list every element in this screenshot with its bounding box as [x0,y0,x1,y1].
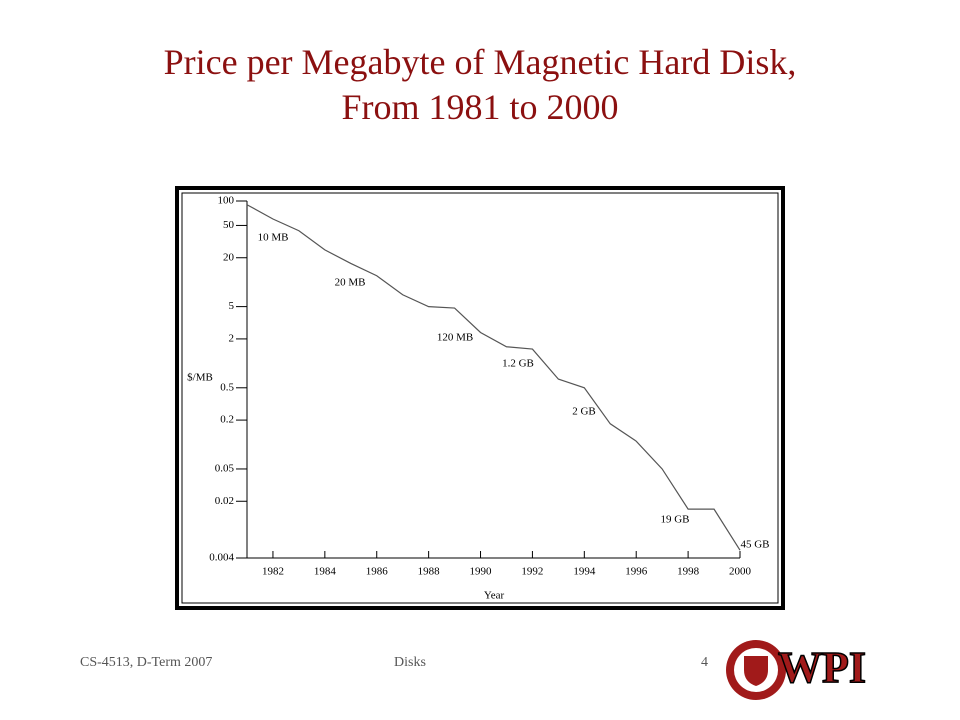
y-tick-label: 0.02 [215,495,234,507]
slide-title: Price per Megabyte of Magnetic Hard Disk… [163,42,797,127]
x-tick-label: 1986 [366,566,389,578]
y-tick-label: 0.2 [220,414,234,426]
y-tick-label: 2 [229,332,235,344]
footer-topic: Disks [394,655,426,670]
annotation: 45 GB [740,539,769,551]
x-tick-label: 1990 [470,566,493,578]
annotation: 2 GB [572,406,596,418]
y-tick-label: 0.5 [220,381,234,393]
annotation: 10 MB [258,232,289,244]
y-tick-label: 100 [218,195,235,207]
footer-course: CS-4513, D-Term 2007 [80,655,212,670]
y-tick-label: 50 [223,219,235,231]
logo-text: WPI [778,643,866,692]
y-tick-label: 20 [223,251,235,263]
y-tick-label: 0.004 [209,552,234,564]
x-tick-label: 1988 [418,566,441,578]
price-line [246,204,741,551]
x-tick-label: 1996 [625,566,648,578]
x-tick-label: 1992 [521,566,543,578]
logo: WPI [726,640,867,700]
x-axis-label: Year [484,590,505,602]
annotation: 20 MB [335,277,366,289]
x-tick-label: 1998 [677,566,700,578]
y-axis-label: $/MB [187,372,213,384]
annotation: 1.2 GB [502,358,534,370]
y-tick-label: 0.05 [215,462,235,474]
x-tick-label: 1984 [314,566,337,578]
frame-inner [181,192,779,604]
x-tick-label: 2000 [729,566,752,578]
annotation: 120 MB [437,332,473,344]
y-tick-label: 5 [229,300,235,312]
x-tick-label: 1982 [262,566,284,578]
footer-page: 4 [701,655,708,670]
x-tick-label: 1994 [573,566,596,578]
shield [744,656,768,686]
annotation: 19 GB [660,514,689,526]
